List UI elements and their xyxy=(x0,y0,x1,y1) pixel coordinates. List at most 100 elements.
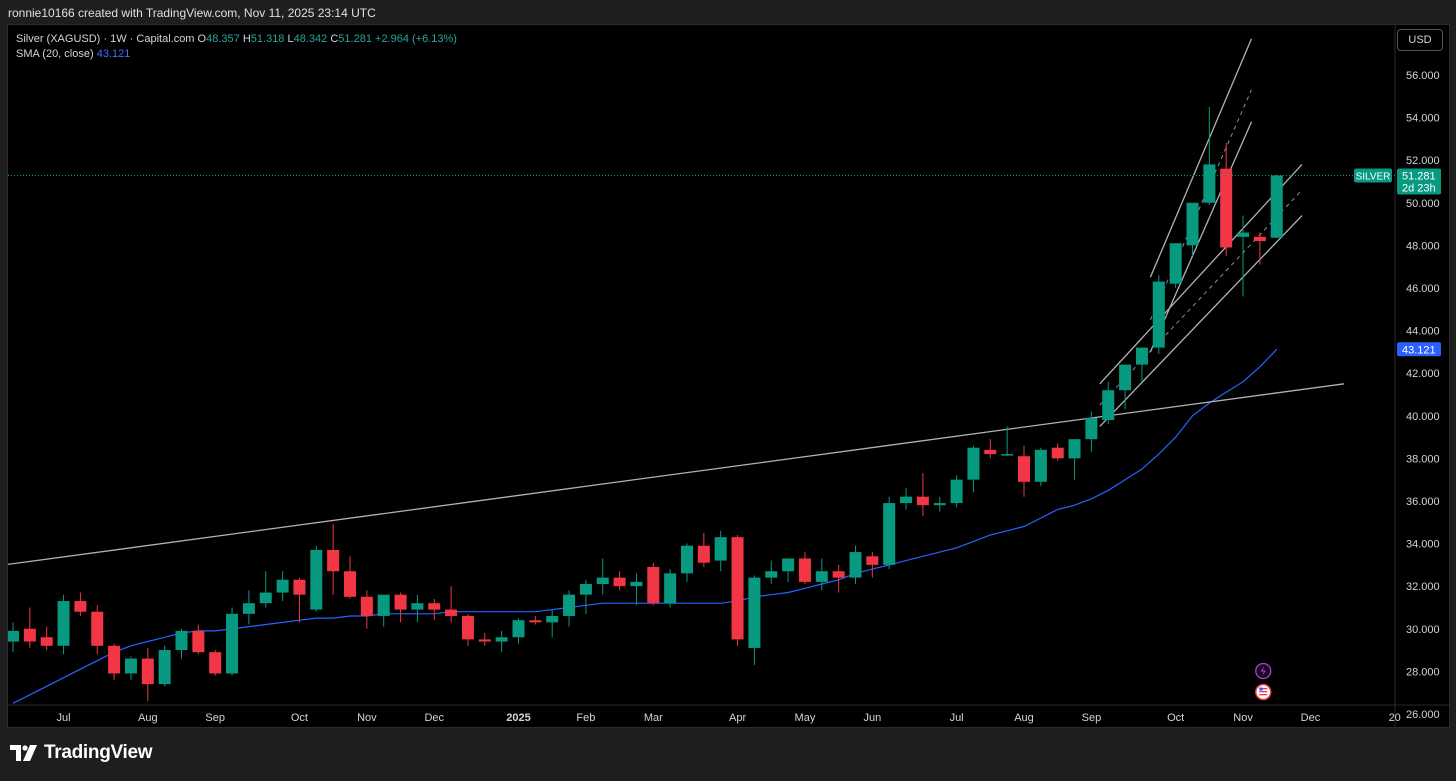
x-tick-label: Feb xyxy=(576,712,595,724)
y-tick-label: 46.000 xyxy=(1406,283,1440,295)
high-label: H xyxy=(242,33,251,45)
candle-body[interactable] xyxy=(1237,232,1250,237)
trendline-long-term-resistance[interactable] xyxy=(8,383,1345,566)
candle-body[interactable] xyxy=(40,637,53,646)
candle-body[interactable] xyxy=(984,449,997,455)
candle-body[interactable] xyxy=(849,552,862,578)
candle-body[interactable] xyxy=(512,620,525,638)
candle-body[interactable] xyxy=(933,503,946,506)
candle-body[interactable] xyxy=(124,658,137,674)
candle-body[interactable] xyxy=(1270,175,1283,238)
candle-body[interactable] xyxy=(563,594,576,616)
candle-body[interactable] xyxy=(950,479,963,504)
candle-body[interactable] xyxy=(394,594,407,610)
y-tick-label: 48.000 xyxy=(1406,240,1440,252)
low-label: L xyxy=(287,33,294,45)
candle-body[interactable] xyxy=(1152,281,1165,348)
candle-body[interactable] xyxy=(1220,168,1233,248)
candle-body[interactable] xyxy=(8,630,19,642)
candle-body[interactable] xyxy=(310,549,323,610)
candle-body[interactable] xyxy=(1034,449,1047,482)
y-tick-label: 32.000 xyxy=(1406,581,1440,593)
candle-body[interactable] xyxy=(478,639,491,642)
candle-body[interactable] xyxy=(883,503,896,565)
candle-body[interactable] xyxy=(445,609,458,616)
candle-body[interactable] xyxy=(697,545,710,563)
candle-body[interactable] xyxy=(74,601,87,612)
candle-body[interactable] xyxy=(360,596,373,616)
candle-body[interactable] xyxy=(546,615,559,623)
candle-body[interactable] xyxy=(209,652,222,674)
candle-body[interactable] xyxy=(1253,236,1266,242)
trendline-lower-channel-mid[interactable] xyxy=(1099,189,1303,406)
candle-body[interactable] xyxy=(731,537,744,640)
y-tick-label: 56.000 xyxy=(1406,70,1440,82)
candle-body[interactable] xyxy=(832,571,845,578)
candle-body[interactable] xyxy=(411,603,424,610)
currency-button[interactable]: USD xyxy=(1397,29,1443,51)
candle-body[interactable] xyxy=(276,579,289,593)
candle-body[interactable] xyxy=(259,592,272,604)
candle-body[interactable] xyxy=(866,556,879,565)
candle-body[interactable] xyxy=(293,579,306,595)
candle-body[interactable] xyxy=(108,645,121,674)
candle-body[interactable] xyxy=(1169,243,1182,284)
x-tick-label: Oct xyxy=(1167,712,1184,724)
sma-label[interactable]: SMA (20, close) xyxy=(16,48,94,60)
candle-body[interactable] xyxy=(91,611,104,646)
candle-body[interactable] xyxy=(529,620,542,623)
candle-body[interactable] xyxy=(967,447,980,480)
candle-body[interactable] xyxy=(23,628,36,642)
candle-body[interactable] xyxy=(798,558,811,582)
candle-body[interactable] xyxy=(1018,456,1030,482)
candle-body[interactable] xyxy=(57,601,70,646)
candle-body[interactable] xyxy=(815,571,828,582)
candle-body[interactable] xyxy=(916,496,929,506)
candle-body[interactable] xyxy=(596,577,609,585)
candle-body[interactable] xyxy=(900,496,913,504)
candle-body[interactable] xyxy=(681,545,693,574)
candle-body[interactable] xyxy=(495,637,508,642)
candle-body[interactable] xyxy=(242,603,255,614)
trendline-upper-steep-channel-bottom[interactable] xyxy=(1149,121,1253,353)
candle-body[interactable] xyxy=(1203,164,1216,203)
candle-body[interactable] xyxy=(748,577,761,648)
candle-body[interactable] xyxy=(1001,454,1014,456)
candle-body[interactable] xyxy=(226,613,239,674)
lightning-glyph xyxy=(1260,666,1266,676)
candle-body[interactable] xyxy=(428,603,441,610)
candle-body[interactable] xyxy=(1135,347,1148,365)
candle-body[interactable] xyxy=(664,573,677,604)
candle-body[interactable] xyxy=(192,630,205,653)
candle-body[interactable] xyxy=(765,571,778,578)
candle-body[interactable] xyxy=(1102,390,1115,421)
candle-body[interactable] xyxy=(579,584,592,595)
candle-body[interactable] xyxy=(461,615,474,640)
trendline-lower-channel-top[interactable] xyxy=(1099,163,1303,385)
candle-body[interactable] xyxy=(630,581,643,587)
trendline-upper-steep-channel-top[interactable] xyxy=(1149,38,1253,278)
candlestick-chart[interactable]: 26.000 28.000 30.000 32.000 34.000 36.000 38.0… xyxy=(8,25,1449,727)
candle-body[interactable] xyxy=(377,594,390,616)
candle-body[interactable] xyxy=(175,630,188,651)
candle-body[interactable] xyxy=(158,650,171,685)
candle-body[interactable] xyxy=(344,571,356,597)
candle-body[interactable] xyxy=(613,577,626,587)
candle-body[interactable] xyxy=(327,549,340,572)
sma-line[interactable] xyxy=(12,348,1278,704)
candle-body[interactable] xyxy=(1068,439,1081,459)
candle-body[interactable] xyxy=(1051,447,1064,459)
trendline-lower-channel-bottom[interactable] xyxy=(1099,215,1303,427)
candle-body[interactable] xyxy=(782,558,795,572)
candle-body[interactable] xyxy=(647,566,660,604)
y-tick-label: 44.000 xyxy=(1406,326,1440,338)
chart-panel[interactable]: 26.000 28.000 30.000 32.000 34.000 36.000 38.0… xyxy=(7,24,1450,728)
candle-body[interactable] xyxy=(1085,417,1098,440)
y-tick-label: 54.000 xyxy=(1406,113,1440,125)
symbol-name[interactable]: Silver (XAGUSD) · 1W · Capital.com xyxy=(16,33,195,45)
trendline-upper-steep-channel-mid[interactable] xyxy=(1149,89,1252,321)
candle-body[interactable] xyxy=(141,658,154,685)
candle-body[interactable] xyxy=(1186,202,1199,246)
candle-body[interactable] xyxy=(714,537,727,561)
candle-body[interactable] xyxy=(1119,364,1132,391)
